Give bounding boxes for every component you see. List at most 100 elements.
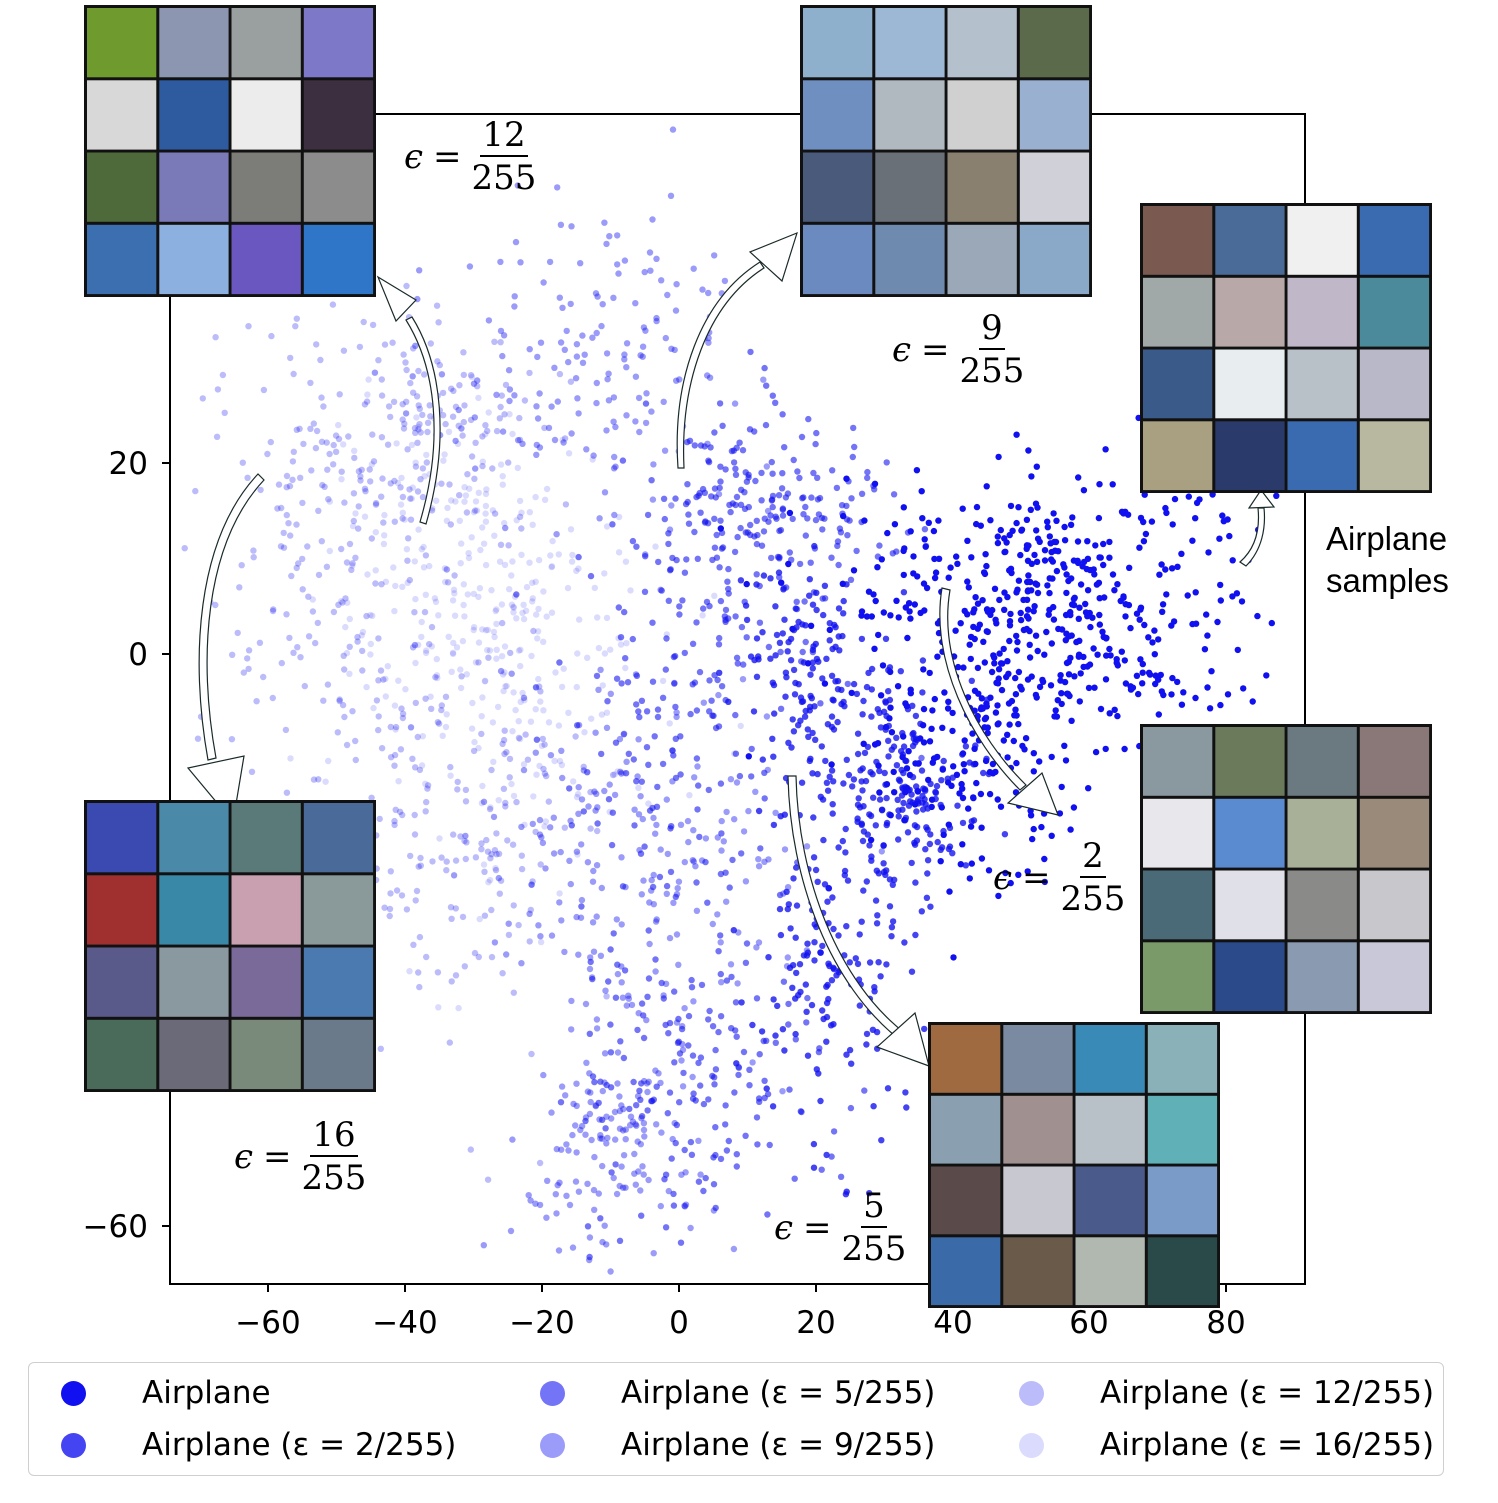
eps-numerator: 2 — [1080, 836, 1106, 878]
scatter-point — [1162, 566, 1169, 573]
scatter-point — [584, 1180, 591, 1188]
scatter-point — [579, 359, 587, 366]
scatter-point — [479, 694, 486, 701]
eps-denominator: 255 — [959, 351, 1025, 391]
scatter-point — [742, 878, 750, 885]
scatter-point — [296, 425, 303, 432]
scatter-point — [800, 511, 807, 518]
scatter-point — [935, 555, 943, 562]
scatter-point — [935, 517, 942, 524]
scatter-point — [844, 532, 851, 539]
scatter-point — [911, 601, 918, 608]
scatter-point — [557, 848, 564, 856]
scatter-point — [887, 612, 894, 619]
scatter-point — [759, 756, 766, 763]
scatter-point — [423, 798, 430, 806]
scatter-point — [961, 768, 968, 775]
scatter-point — [917, 735, 924, 742]
scatter-point — [864, 468, 871, 476]
scatter-point — [491, 510, 499, 517]
scatter-point — [295, 560, 302, 567]
scatter-point — [574, 851, 581, 858]
scatter-point — [535, 605, 542, 613]
scatter-point — [1141, 621, 1148, 629]
scatter-point — [462, 786, 470, 794]
scatter-point — [399, 811, 406, 819]
scatter-point — [639, 815, 646, 823]
scatter-point — [842, 849, 849, 856]
scatter-point — [573, 1080, 580, 1087]
scatter-point — [796, 474, 803, 482]
scatter-point — [1217, 701, 1224, 709]
scatter-point — [718, 830, 725, 837]
scatter-point — [578, 841, 585, 848]
scatter-point — [484, 427, 491, 435]
scatter-point — [392, 726, 399, 733]
scatter-point — [693, 879, 700, 886]
scatter-point — [687, 710, 694, 718]
scatter-point — [556, 890, 563, 897]
scatter-point — [628, 1001, 636, 1009]
scatter-point — [557, 339, 565, 346]
scatter-point — [666, 934, 674, 942]
scatter-point — [799, 648, 806, 656]
scatter-point — [693, 707, 701, 714]
scatter-point — [937, 846, 944, 853]
scatter-point — [762, 421, 770, 429]
scatter-point — [689, 1073, 696, 1081]
scatter-point — [755, 863, 763, 870]
scatter-point — [723, 977, 731, 984]
scatter-point — [1133, 610, 1141, 617]
scatter-point — [1097, 705, 1105, 713]
scatter-point — [1018, 526, 1026, 533]
scatter-point — [433, 302, 441, 309]
scatter-point — [631, 806, 638, 813]
scatter-point — [772, 1032, 779, 1039]
scatter-point — [630, 756, 637, 763]
scatter-point — [601, 219, 608, 226]
scatter-point — [310, 420, 317, 427]
scatter-point — [412, 699, 419, 707]
scatter-point — [747, 531, 754, 539]
scatter-point — [344, 599, 351, 606]
scatter-point — [814, 878, 821, 885]
scatter-point — [981, 659, 988, 666]
scatter-point — [449, 597, 457, 604]
scatter-point — [1135, 690, 1142, 698]
scatter-point — [581, 351, 588, 358]
scatter-point — [593, 913, 600, 920]
scatter-point — [940, 831, 947, 838]
airplane-image-tile — [1143, 942, 1213, 1012]
scatter-point — [372, 567, 379, 574]
scatter-point — [1156, 571, 1163, 578]
scatter-point — [1233, 590, 1241, 597]
scatter-point — [244, 655, 251, 662]
scatter-point — [573, 1149, 580, 1156]
scatter-point — [1020, 596, 1027, 604]
scatter-point — [869, 771, 876, 778]
scatter-point — [769, 1103, 777, 1110]
scatter-point — [938, 777, 945, 784]
x-axis: −60 −40 −20 0 20 40 60 80 — [235, 1284, 1246, 1341]
scatter-point — [792, 605, 799, 612]
airplane-image-tile — [303, 224, 374, 295]
scatter-point — [653, 317, 660, 325]
scatter-point — [768, 496, 776, 503]
scatter-point — [475, 394, 482, 402]
scatter-point — [801, 598, 808, 605]
scatter-point — [408, 441, 416, 449]
scatter-point — [1002, 548, 1009, 555]
legend-label: Airplane — [142, 1375, 271, 1411]
airplane-image-tile — [1075, 1095, 1145, 1164]
scatter-point — [1145, 669, 1153, 676]
airplane-image-tile — [931, 1025, 1001, 1093]
airplane-image-tile — [1143, 798, 1213, 868]
scatter-point — [985, 867, 993, 874]
scatter-point — [843, 1051, 850, 1058]
scatter-point — [768, 554, 775, 562]
scatter-point — [199, 395, 206, 402]
airplane-image-tile — [803, 224, 873, 295]
scatter-point — [823, 655, 830, 662]
scatter-point — [613, 675, 621, 682]
scatter-point — [919, 806, 927, 813]
